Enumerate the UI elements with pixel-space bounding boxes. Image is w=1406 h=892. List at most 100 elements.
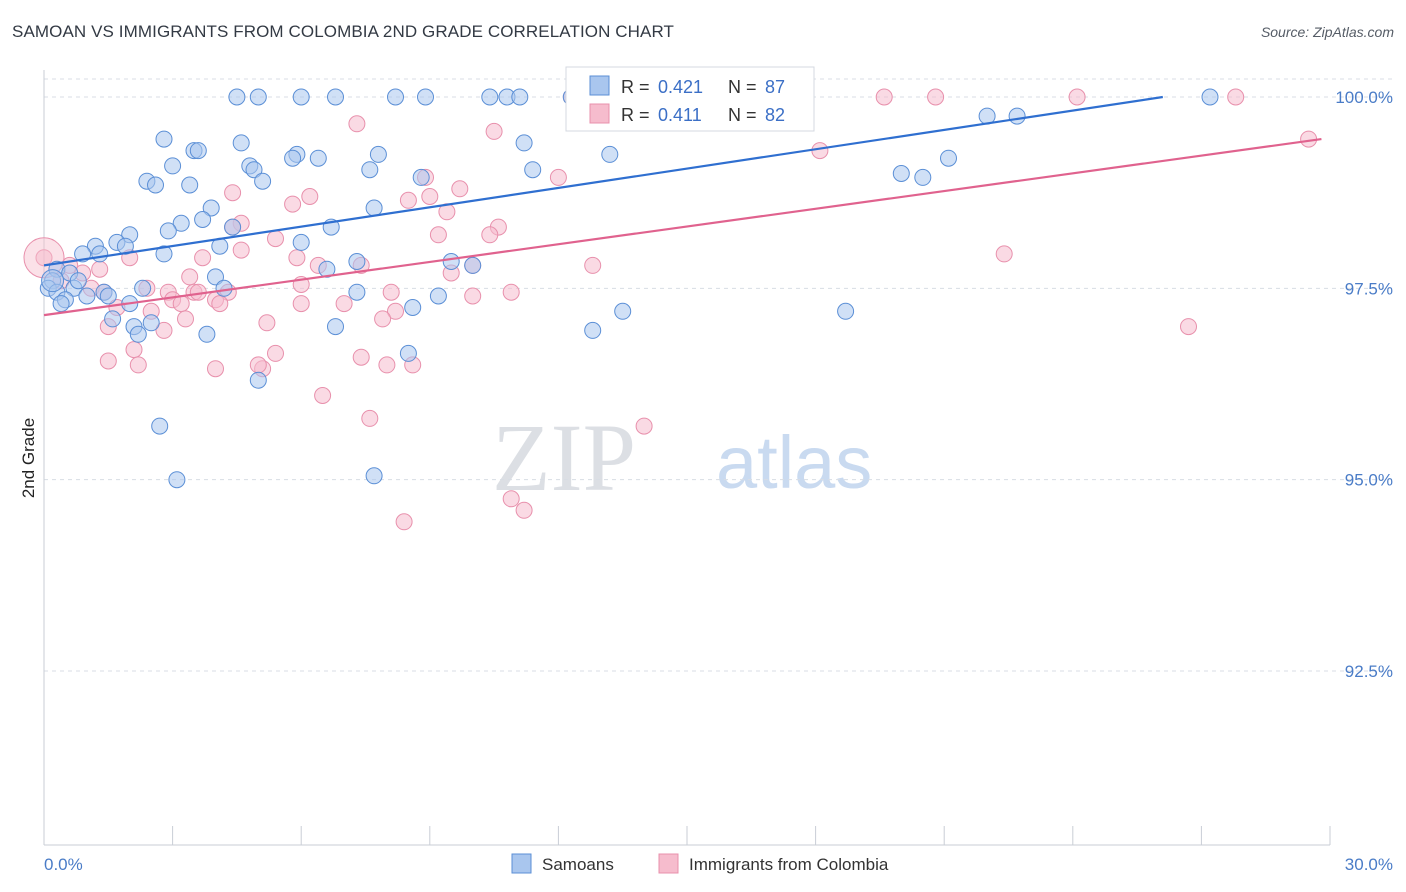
samoan-point (584, 321, 602, 339)
samoan-point (189, 142, 207, 160)
samoan-point (464, 256, 482, 274)
legend-label-samoans: Samoans (542, 855, 614, 874)
colombia-point (352, 348, 370, 366)
samoan-point (104, 310, 122, 328)
colombia-point (464, 287, 482, 305)
samoan-point (399, 344, 417, 362)
colombia-point (194, 249, 212, 267)
samoan-point (155, 130, 173, 148)
samoan-point (228, 88, 246, 106)
colombia-point (361, 409, 379, 427)
samoan-point (387, 88, 404, 106)
colombia-point (502, 283, 520, 301)
samoan-point (134, 279, 152, 297)
samoan-point (159, 222, 177, 240)
samoan-point (78, 287, 96, 305)
colombia-point (292, 295, 310, 313)
colombia-point (421, 188, 439, 205)
samoan-point (914, 168, 932, 186)
colombia-point (314, 387, 332, 404)
legend-n-label: N = (728, 105, 757, 125)
colombia-point (258, 314, 276, 332)
legend-r-value: 0.421 (658, 77, 703, 97)
colombia-point (378, 356, 396, 374)
samoan-point (515, 134, 533, 152)
colombia-point (267, 344, 284, 362)
colombia-point (481, 226, 499, 244)
trend-lines (43, 95, 1322, 317)
samoan-point (151, 417, 169, 435)
samoan-point (91, 245, 109, 263)
samoan-point (249, 371, 267, 389)
samoan-point (147, 176, 164, 194)
colombia-point (181, 268, 199, 286)
source-label: Source: ZipAtlas.com (1260, 24, 1394, 40)
samoan-point (327, 318, 344, 336)
samoan-point (164, 157, 182, 175)
colombia-point (635, 417, 653, 435)
colombia-point (584, 256, 602, 274)
watermark-atlas: atlas (716, 421, 872, 504)
samoan-point (614, 302, 632, 320)
samoan-point (254, 172, 272, 190)
samoan-point (365, 467, 383, 485)
samoan-point (348, 253, 366, 270)
series-colombia-points (23, 88, 1318, 531)
samoan-point (481, 88, 499, 106)
colombia-point (1227, 88, 1245, 106)
samoan-point (245, 161, 263, 179)
samoan-point (41, 269, 65, 293)
samoan-point (837, 302, 855, 320)
legend-swatch-samoans (589, 75, 610, 96)
samoan-point (292, 88, 310, 106)
legend-r-value: 0.411 (658, 105, 702, 125)
samoan-point (224, 218, 242, 236)
samoan-point (198, 325, 216, 343)
colombia-point (382, 283, 400, 301)
samoan-point (202, 199, 220, 217)
legend-n-label: N = (728, 77, 757, 97)
x-tick-label-max: 30.0% (1345, 855, 1393, 874)
colombia-point (348, 115, 366, 133)
legend-bottom: Samoans Immigrants from Colombia (511, 853, 889, 874)
samoan-point (99, 287, 117, 305)
colombia-point (995, 245, 1013, 263)
samoan-point (249, 88, 267, 106)
legend-swatch-colombia-bottom (658, 853, 679, 874)
colombia-point (485, 122, 503, 140)
y-tick-label: 100.0% (1335, 88, 1393, 107)
samoan-point (524, 161, 542, 179)
samoan-point (442, 253, 460, 270)
colombia-point (91, 260, 109, 278)
samoan-point (155, 245, 173, 263)
y-tick-label: 97.5% (1345, 279, 1393, 298)
y-tick-labels: 92.5% 95.0% 97.5% 100.0% (1335, 88, 1393, 681)
samoan-point (940, 149, 957, 167)
colombia-point (267, 230, 284, 248)
colombia-point (284, 195, 302, 213)
legend-swatch-samoans-bottom (511, 853, 532, 874)
samoan-point (327, 88, 344, 106)
samoan-point (365, 199, 383, 217)
samoan-point (361, 161, 379, 179)
samoan-point (232, 134, 250, 152)
series-samoans-points (39, 88, 1219, 489)
samoan-point (284, 149, 302, 167)
y-tick-label: 95.0% (1345, 471, 1393, 490)
samoan-point (417, 88, 434, 106)
colombia-point (1180, 318, 1197, 336)
legend-top: R = 0.421 N = 87 R = 0.411 N = 82 (565, 66, 815, 132)
samoan-point (172, 214, 190, 232)
colombia-point (451, 180, 469, 198)
colombia-point (927, 88, 945, 106)
chart-title: SAMOAN VS IMMIGRANTS FROM COLOMBIA 2ND G… (12, 22, 675, 41)
legend-swatch-colombia (589, 103, 610, 124)
colombia-point (429, 226, 447, 244)
samoan-point (412, 168, 430, 186)
samoan-point (129, 325, 147, 343)
colombia-point (211, 295, 229, 313)
colombia-point (288, 249, 306, 267)
x-ticks (43, 826, 1331, 845)
trendline-samoans (43, 95, 1163, 267)
colombia-point (549, 168, 567, 186)
